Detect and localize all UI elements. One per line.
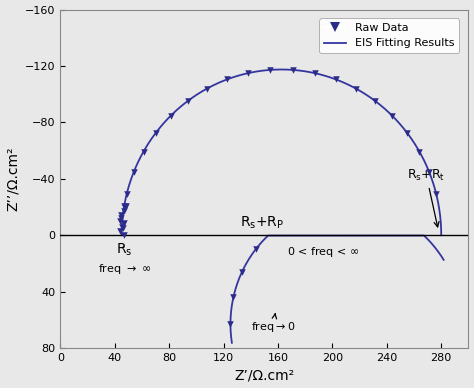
Point xyxy=(121,205,128,211)
Point xyxy=(116,229,124,235)
Text: 0 < freq < $\infty$: 0 < freq < $\infty$ xyxy=(287,245,359,259)
Text: $\mathregular{R_s}$: $\mathregular{R_s}$ xyxy=(116,242,133,258)
Text: $\mathregular{R_s}$+$\mathregular{R_t}$: $\mathregular{R_s}$+$\mathregular{R_t}$ xyxy=(407,168,446,227)
Point xyxy=(120,232,128,238)
Text: $\mathregular{R_s}$+$\mathregular{R_P}$: $\mathregular{R_s}$+$\mathregular{R_P}$ xyxy=(239,215,284,231)
Point xyxy=(120,203,128,209)
Point xyxy=(223,76,231,83)
Y-axis label: Z’’/Ω.cm²: Z’’/Ω.cm² xyxy=(6,147,19,211)
Point xyxy=(118,224,126,230)
Point xyxy=(167,113,175,119)
Point xyxy=(229,294,237,300)
Point xyxy=(203,86,210,92)
X-axis label: Z’/Ω.cm²: Z’/Ω.cm² xyxy=(235,369,294,383)
Point xyxy=(184,98,192,104)
Point xyxy=(120,220,128,226)
Point xyxy=(332,76,340,83)
Point xyxy=(371,98,379,104)
Point xyxy=(253,246,260,252)
Legend: Raw Data, EIS Fitting Results: Raw Data, EIS Fitting Results xyxy=(319,19,459,53)
Point xyxy=(117,218,124,224)
Point xyxy=(416,149,423,155)
Point xyxy=(266,67,274,73)
Point xyxy=(130,169,137,175)
Point xyxy=(140,149,147,155)
Point xyxy=(245,70,252,76)
Point xyxy=(238,268,246,275)
Point xyxy=(311,70,319,76)
Point xyxy=(432,191,440,197)
Point xyxy=(123,191,130,197)
Text: freq $\rightarrow$ $\infty$: freq $\rightarrow$ $\infty$ xyxy=(98,262,151,276)
Point xyxy=(403,130,410,136)
Point xyxy=(426,169,433,175)
Point xyxy=(119,225,127,231)
Point xyxy=(388,113,396,119)
Point xyxy=(352,86,360,92)
Point xyxy=(122,203,130,209)
Point xyxy=(120,208,128,214)
Text: freq$\rightarrow$0: freq$\rightarrow$0 xyxy=(251,314,295,334)
Point xyxy=(152,130,160,136)
Point xyxy=(118,215,125,222)
Point xyxy=(289,67,296,73)
Point xyxy=(118,211,125,218)
Point xyxy=(227,321,234,327)
